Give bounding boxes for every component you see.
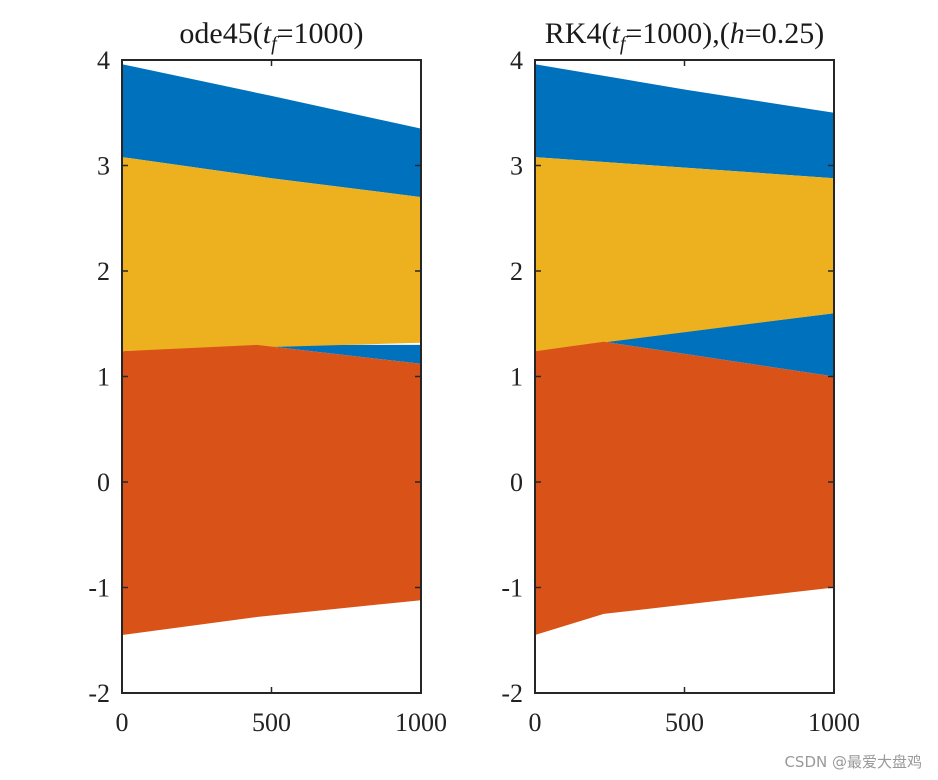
y-tick-label: 3 xyxy=(97,152,110,181)
y-tick-label: 0 xyxy=(510,468,523,497)
subplot-rk4: -2 -1 0 1 2 3 4 0 500 1000 RK4(tf=1000),(h=0.25) xyxy=(501,17,860,737)
series-blue-band-lower xyxy=(256,344,421,364)
x-tick-label: 1000 xyxy=(395,708,447,737)
x-tick-label: 1000 xyxy=(808,708,860,737)
y-tick-label: 3 xyxy=(510,152,523,181)
title-suffix: =1000),( xyxy=(625,17,729,50)
axes-frame-ode45 xyxy=(121,59,422,694)
watermark-text: CSDN @最爱大盘鸡 xyxy=(784,753,922,771)
series-yellow-band xyxy=(122,157,421,352)
y-tick-label: -1 xyxy=(88,574,110,603)
title-suffix2: =0.25) xyxy=(745,17,824,50)
title-prefix: ode45( xyxy=(179,17,262,50)
y-tick-label: 2 xyxy=(97,257,110,286)
y-tick-label: 4 xyxy=(97,46,110,75)
chart-title-rk4: RK4(tf=1000),(h=0.25) xyxy=(545,17,824,55)
series-orange-band xyxy=(535,341,834,635)
series-blue-band-lower xyxy=(603,313,834,377)
subplot-ode45: -2 -1 0 1 2 3 4 0 500 1000 ode45(tf=1000) xyxy=(88,17,447,737)
y-tick-label: 0 xyxy=(97,468,110,497)
y-tick-label: -2 xyxy=(88,679,110,708)
x-tick-label: 500 xyxy=(252,708,291,737)
title-sub: f xyxy=(620,33,628,55)
x-tick-label: 0 xyxy=(116,708,129,737)
title-sub: f xyxy=(271,33,279,55)
chart-title-ode45: ode45(tf=1000) xyxy=(179,17,363,55)
y-tick-label: 2 xyxy=(510,257,523,286)
x-tick-labels-ode45: 0 500 1000 xyxy=(116,708,448,737)
title-var2: h xyxy=(730,17,745,50)
y-tick-labels-ode45: -2 -1 0 1 2 3 4 xyxy=(88,46,110,708)
series-blue-band xyxy=(122,64,421,198)
plot-area-ode45 xyxy=(122,64,421,635)
y-tick-label: 4 xyxy=(510,46,523,75)
axes-frame-rk4 xyxy=(534,59,835,694)
y-tick-labels-rk4: -2 -1 0 1 2 3 4 xyxy=(501,46,523,708)
x-tick-labels-rk4: 0 500 1000 xyxy=(529,708,861,737)
x-tick-label: 0 xyxy=(529,708,542,737)
series-blue-band xyxy=(535,64,834,179)
plot-area-rk4 xyxy=(535,64,834,635)
y-tick-label: -1 xyxy=(501,574,523,603)
title-var: t xyxy=(611,17,620,50)
x-tick-label: 500 xyxy=(665,708,704,737)
title-prefix: RK4( xyxy=(545,17,612,50)
y-tick-label: 1 xyxy=(97,363,110,392)
y-tick-label: 1 xyxy=(510,363,523,392)
y-tick-label: -2 xyxy=(501,679,523,708)
series-yellow-band xyxy=(535,157,834,352)
title-var: t xyxy=(263,17,272,50)
title-suffix: =1000) xyxy=(277,17,364,50)
series-orange-band xyxy=(122,344,421,635)
